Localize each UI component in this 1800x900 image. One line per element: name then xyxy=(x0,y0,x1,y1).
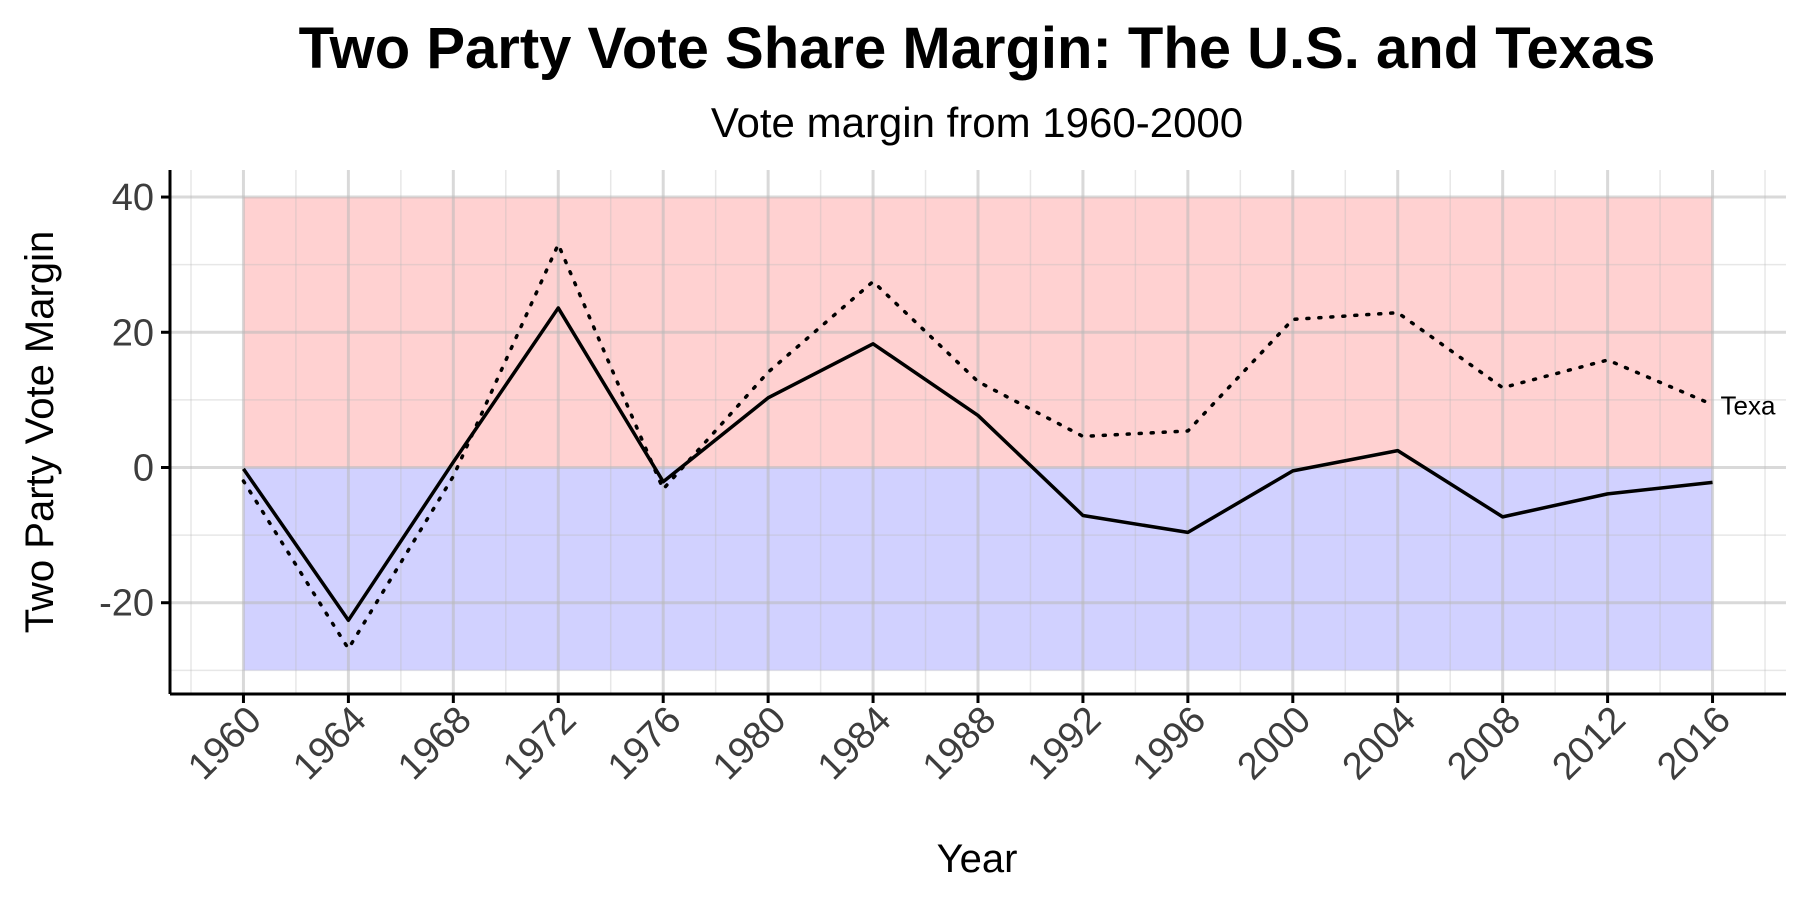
series-line-0 xyxy=(242,306,1713,623)
x-tick-label: 2012 xyxy=(1544,699,1633,788)
x-tick-label: 2008 xyxy=(1440,699,1529,788)
chart-subtitle: Vote margin from 1960-2000 xyxy=(711,99,1243,146)
x-axis-title: Year xyxy=(937,837,1018,881)
y-tick-label: -20 xyxy=(99,583,154,625)
chart-title: Two Party Vote Share Margin: The U.S. an… xyxy=(299,16,1656,81)
y-tick-label: 40 xyxy=(112,177,154,219)
x-tick-label: 1960 xyxy=(180,699,269,788)
x-tick-label: 2004 xyxy=(1335,699,1424,788)
grid-lines xyxy=(170,170,1786,694)
x-tick-label: 1968 xyxy=(390,699,479,788)
x-tick-label: 1976 xyxy=(600,699,689,788)
x-tick-label: 1984 xyxy=(810,699,899,788)
axes xyxy=(161,170,1786,703)
series-lines: Texa xyxy=(241,242,1776,651)
x-tick-label: 1964 xyxy=(285,699,374,788)
y-tick-label: 20 xyxy=(112,312,154,354)
x-tick-label: 1996 xyxy=(1125,699,1214,788)
series-label: Texa xyxy=(1721,391,1776,421)
y-tick-label: 0 xyxy=(133,447,154,489)
x-tick-label: 2000 xyxy=(1230,699,1319,788)
x-tick-label: 1980 xyxy=(705,699,794,788)
x-tick-label: 1988 xyxy=(915,699,1004,788)
y-axis-title: Two Party Vote Margin xyxy=(18,231,62,633)
x-tick-label: 1972 xyxy=(495,699,584,788)
x-tick-label: 1992 xyxy=(1020,699,1109,788)
x-tick-label: 2016 xyxy=(1649,699,1738,788)
